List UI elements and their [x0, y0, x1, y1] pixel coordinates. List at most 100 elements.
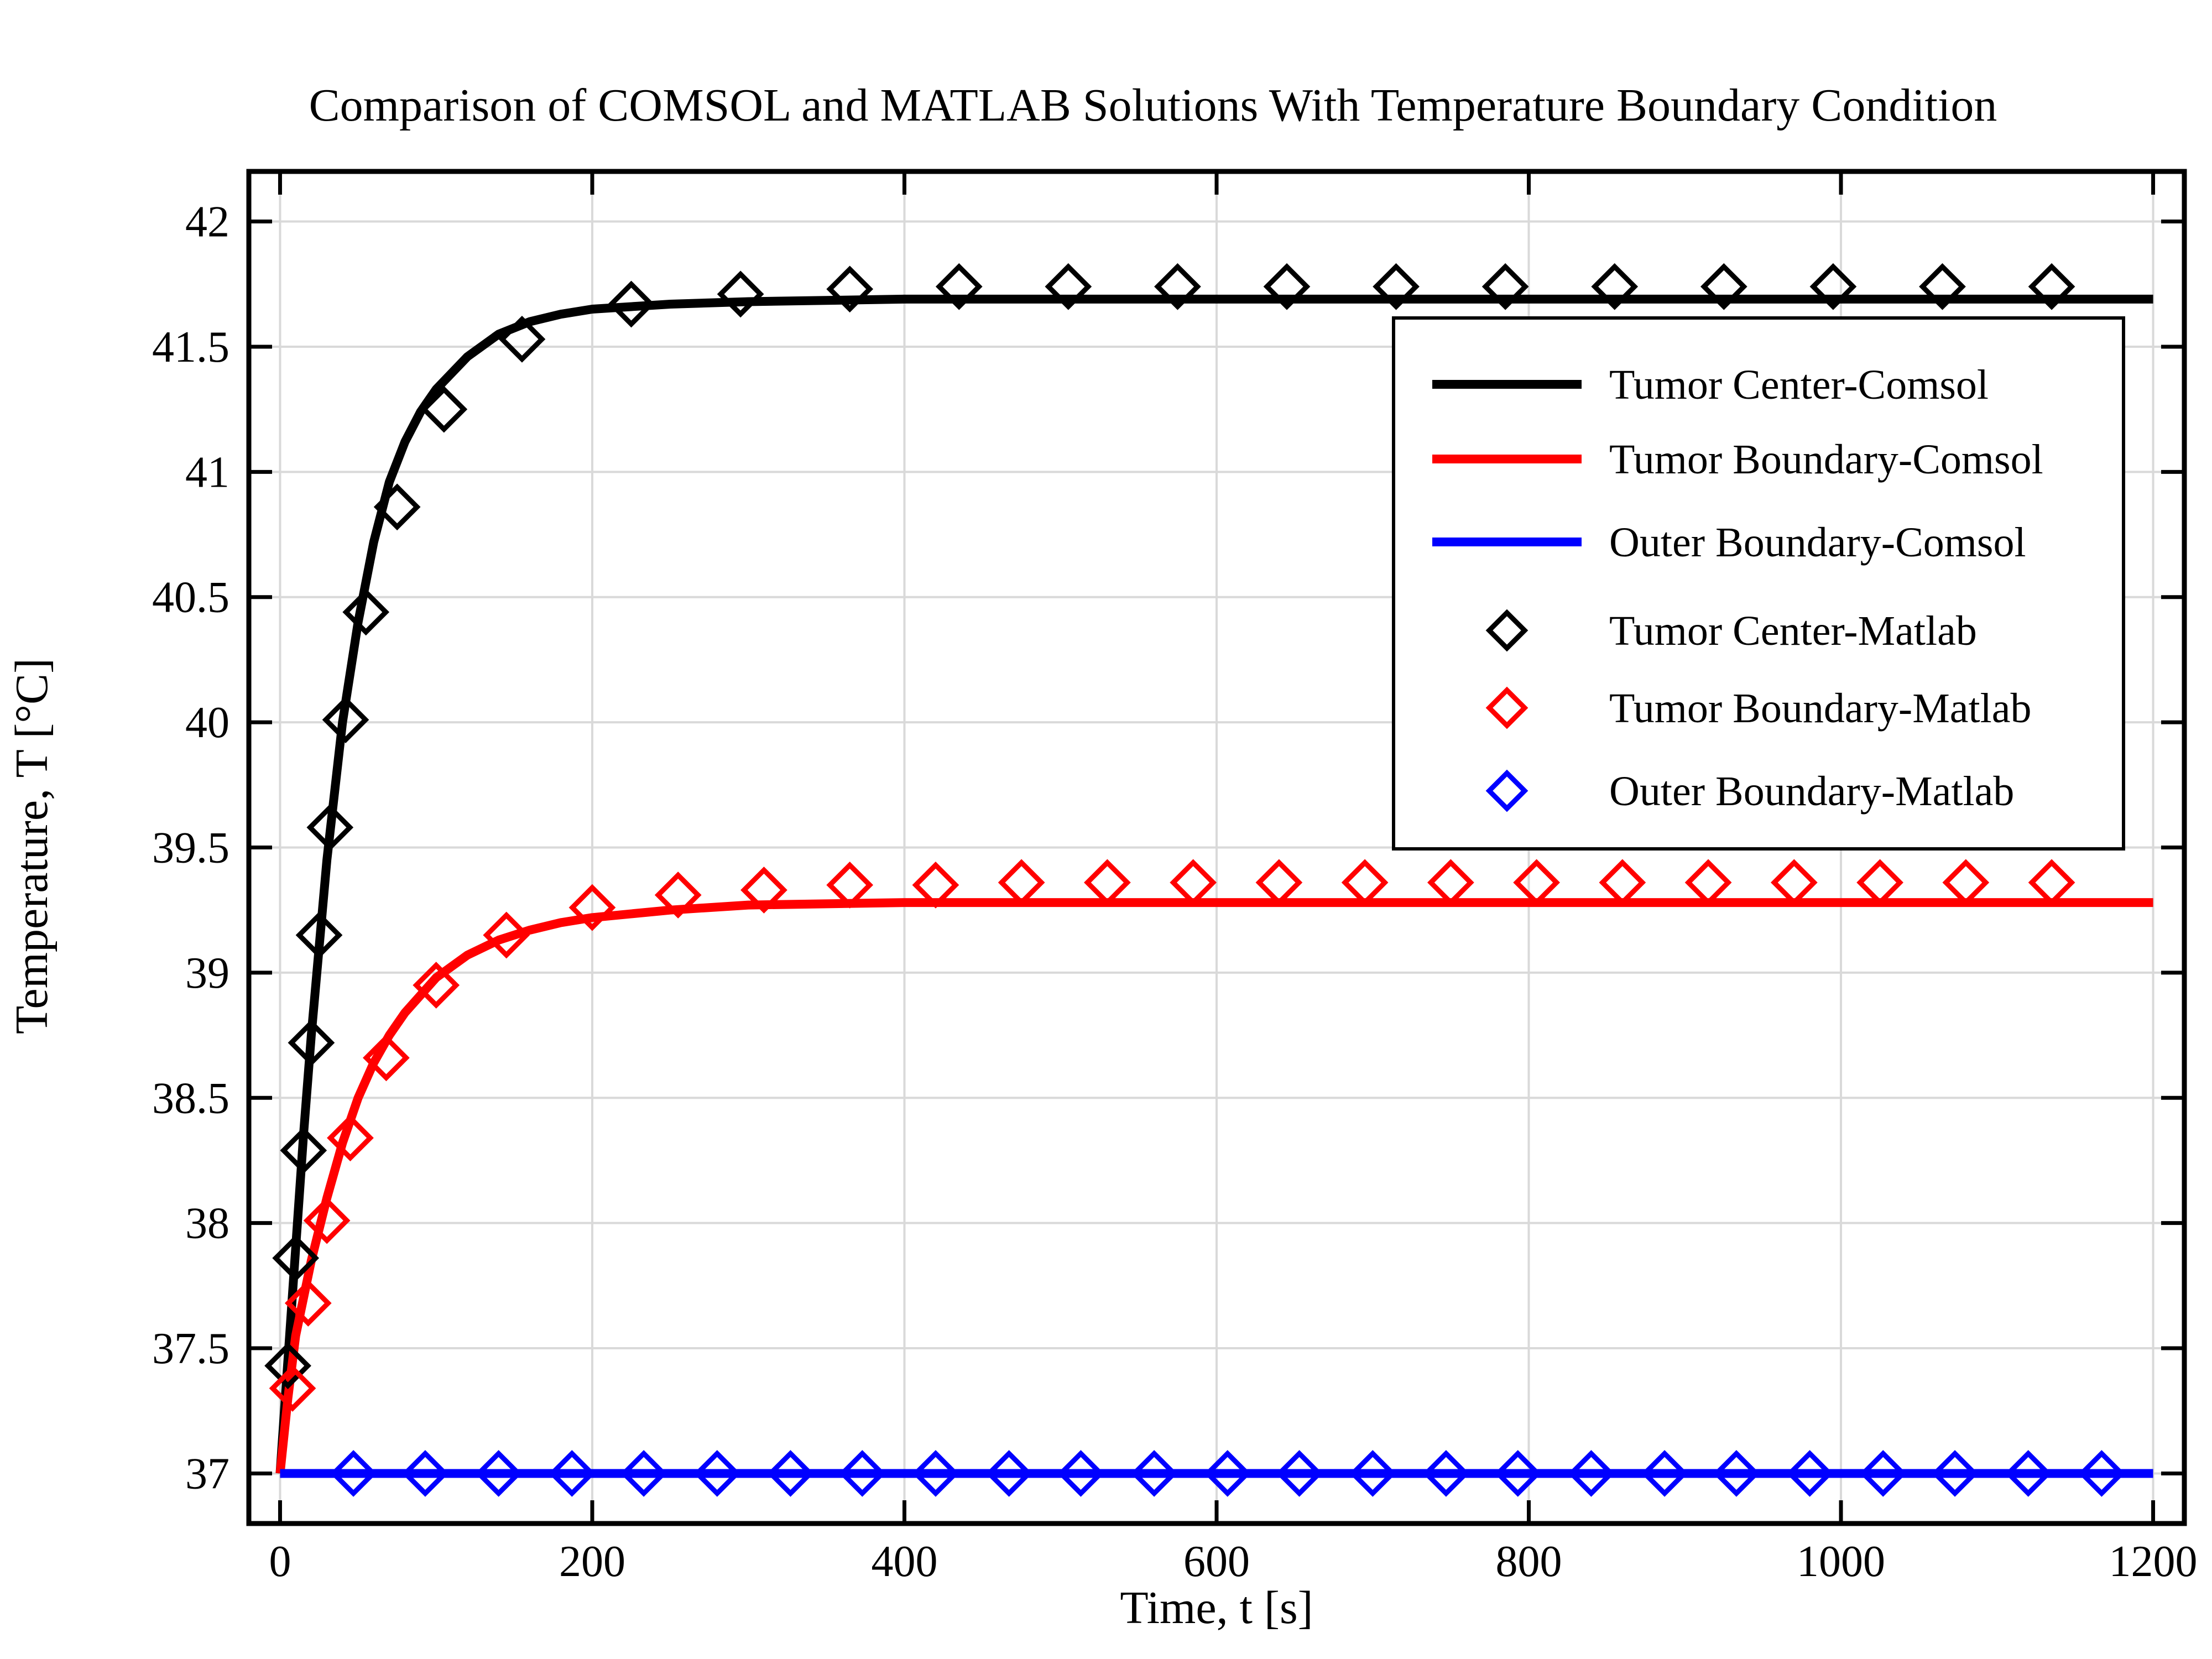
data-point [826, 862, 874, 909]
data-point [1859, 1450, 1907, 1497]
y-tick-label: 37 [185, 1449, 229, 1498]
data-point [1591, 263, 1639, 310]
data-point [327, 1114, 374, 1162]
data-point [826, 265, 874, 313]
data-point [288, 1019, 335, 1067]
x-tick-label: 600 [1183, 1537, 1250, 1586]
data-point [608, 280, 655, 328]
data-point [1276, 1450, 1323, 1497]
data-point [1263, 263, 1311, 310]
data-point [1255, 859, 1303, 906]
data-point [1684, 859, 1732, 906]
data-point [498, 315, 546, 363]
data-point [363, 1034, 410, 1082]
legend-marker-swatch [1485, 686, 1528, 729]
legend-label: Outer Boundary-Comsol [1609, 519, 2026, 566]
data-point [838, 1450, 886, 1497]
data-point [269, 1365, 316, 1412]
series-line [275, 898, 2153, 1474]
plot-area [264, 263, 2153, 1497]
data-point [1170, 859, 1217, 906]
data-point [620, 1450, 667, 1497]
y-tick-label: 40.5 [152, 573, 229, 622]
x-tick-label: 1000 [1797, 1537, 1885, 1586]
data-point [2078, 1450, 2125, 1497]
y-tick-label: 39.5 [152, 824, 229, 873]
legend-label: Tumor Boundary-Comsol [1609, 436, 2043, 483]
data-point [1942, 859, 1990, 906]
data-point [1057, 1450, 1104, 1497]
y-tick-label: 38.5 [152, 1074, 229, 1123]
data-point [1568, 1450, 1615, 1497]
data-point [1045, 263, 1092, 310]
axes: 0 200 400 600 800 1000 1200 37 37.5 38 38.5 39 39.5 4… [152, 169, 2198, 1586]
legend-label: Tumor Center-Matlab [1609, 608, 1977, 654]
data-point [1599, 859, 1646, 906]
data-point [2028, 859, 2075, 906]
data-point [483, 911, 530, 959]
data-point [295, 911, 343, 959]
data-point [1341, 859, 1389, 906]
data-point [1349, 1450, 1396, 1497]
data-point [1713, 1450, 1760, 1497]
y-tick-label: 37.5 [152, 1324, 229, 1373]
x-tick-label: 800 [1496, 1537, 1562, 1586]
data-point [912, 862, 959, 909]
data-point [1130, 1450, 1178, 1497]
data-point [693, 1450, 741, 1497]
data-point [912, 1450, 959, 1497]
y-tick-label: 40 [185, 698, 229, 747]
data-point [1427, 859, 1474, 906]
x-axis-label: Time, t [s] [1120, 1582, 1313, 1634]
data-point [330, 1450, 377, 1497]
data-point [280, 1126, 327, 1174]
data-point [1422, 1450, 1470, 1497]
data-point [1494, 1450, 1542, 1497]
data-point [272, 1234, 320, 1282]
legend-label: Outer Boundary-Matlab [1609, 768, 2014, 815]
data-point [1204, 1450, 1251, 1497]
x-tick-label: 400 [871, 1537, 937, 1586]
data-point [303, 1197, 351, 1244]
y-tick-label: 39 [185, 949, 229, 998]
y-tick-label: 41 [185, 448, 229, 497]
data-point [998, 859, 1045, 906]
data-point [1700, 263, 1747, 310]
legend: Tumor Center-Comsol Tumor Boundary-Comsol… [1392, 316, 2125, 851]
data-point [1770, 859, 1818, 906]
data-point [284, 1280, 332, 1327]
x-tick-label: 200 [559, 1537, 625, 1586]
data-point [985, 1450, 1032, 1497]
data-point [401, 1450, 449, 1497]
data-point [1154, 263, 1201, 310]
data-point [342, 588, 390, 636]
data-point [935, 263, 983, 310]
x-tick-label: 0 [269, 1537, 291, 1586]
data-point [475, 1450, 522, 1497]
data-point [413, 962, 460, 1009]
data-point [373, 483, 421, 531]
x-tick-label: 1200 [2109, 1537, 2198, 1586]
data-point [306, 804, 354, 851]
data-point [1481, 263, 1529, 310]
y-axis-label: Temperature, T [°C] [6, 658, 58, 1034]
legend-label: Tumor Boundary-Matlab [1609, 685, 2032, 732]
series-line [275, 294, 2153, 1474]
data-point [1513, 859, 1560, 906]
data-point [1641, 1450, 1688, 1497]
data-point [654, 872, 702, 919]
data-point [322, 696, 369, 743]
data-point [2028, 263, 2075, 310]
chart-title: Comparison of COMSOL and MATLAB Solution… [309, 80, 1997, 131]
legend-marker-swatch [1485, 609, 1528, 652]
legend-marker-swatch [1485, 769, 1528, 812]
y-tick-label: 38 [185, 1199, 229, 1248]
data-point [740, 867, 787, 914]
data-point [1856, 859, 1903, 906]
data-point [1919, 263, 1966, 310]
data-point [2005, 1450, 2052, 1497]
data-point [548, 1450, 596, 1497]
data-point [420, 385, 468, 433]
data-point [1786, 1450, 1833, 1497]
y-tick-label: 42 [185, 198, 229, 247]
